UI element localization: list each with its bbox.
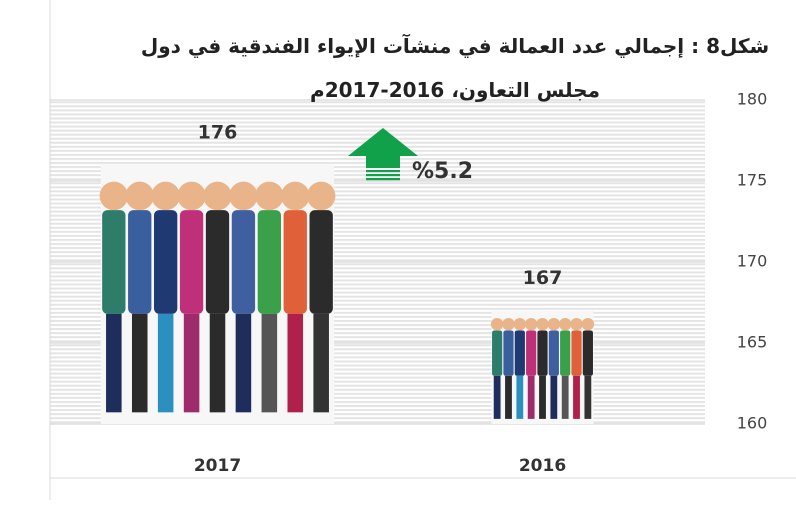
person-body: [514, 330, 525, 376]
y-tick-label: 180: [737, 90, 768, 109]
person-legs: [493, 375, 501, 419]
value-label: 176: [198, 121, 238, 143]
person-body: [548, 330, 559, 376]
x-tick-label: 2017: [194, 456, 241, 476]
person-legs: [573, 375, 580, 419]
annotation: %5.2: [412, 159, 473, 184]
person-head: [281, 181, 310, 211]
person-head: [99, 181, 129, 211]
person-head: [177, 181, 206, 211]
arrow-stripe: [366, 170, 400, 173]
y-tick-label: 175: [737, 171, 768, 190]
arrow-shaft: [366, 156, 400, 168]
person-head: [536, 317, 549, 331]
person-body: [283, 210, 307, 314]
person-body: [205, 210, 230, 314]
person-legs: [527, 375, 535, 419]
person-head: [151, 181, 180, 211]
person-head: [490, 317, 504, 331]
person-legs: [505, 375, 512, 419]
person-head: [513, 317, 527, 331]
person-legs: [131, 313, 148, 413]
person-head: [125, 181, 154, 211]
person-body: [503, 330, 514, 376]
person-legs: [235, 313, 252, 413]
person-legs: [106, 313, 122, 413]
bar: [490, 310, 595, 424]
person-body: [102, 210, 126, 314]
person-legs: [157, 313, 174, 413]
person-legs: [261, 313, 278, 413]
person-legs: [550, 375, 558, 419]
person-head: [547, 317, 561, 331]
person-head: [581, 317, 595, 331]
person-head: [570, 317, 583, 331]
y-tick-label: 165: [737, 333, 768, 352]
person-legs: [539, 375, 546, 419]
person-head: [502, 317, 515, 331]
trend-arrow: [348, 128, 418, 181]
chart-title: شكل8 : إجمالي عدد العمالة في منشآت الإيو…: [140, 34, 770, 102]
person-body: [560, 330, 571, 376]
person-body: [571, 330, 582, 376]
person-body: [582, 330, 593, 376]
y-tick-label: 170: [737, 252, 768, 271]
person-legs: [287, 313, 304, 413]
person-body: [492, 330, 503, 376]
x-tick-label: 2016: [519, 456, 566, 476]
person-head: [255, 181, 284, 211]
person-legs: [209, 313, 226, 413]
person-head: [229, 181, 258, 211]
person-body: [231, 210, 256, 314]
y-tick-label: 160: [737, 414, 768, 433]
person-head: [558, 317, 572, 331]
person-body: [537, 330, 548, 376]
person-body: [153, 210, 178, 314]
person-head: [203, 181, 232, 211]
person-body: [257, 210, 282, 314]
person-legs: [516, 375, 524, 419]
arrow-stripe: [366, 178, 400, 181]
person-head: [524, 317, 538, 331]
person-legs: [183, 313, 200, 413]
value-label: 167: [523, 267, 563, 289]
person-legs: [584, 375, 592, 419]
person-head: [306, 181, 336, 211]
person-body: [526, 330, 537, 376]
person-body: [309, 210, 333, 314]
person-legs: [561, 375, 569, 419]
arrow-head: [348, 128, 418, 156]
arrow-stripe: [366, 174, 400, 177]
person-body: [179, 210, 204, 314]
bar: [99, 164, 336, 425]
person-body: [128, 210, 152, 314]
person-legs: [313, 313, 329, 413]
